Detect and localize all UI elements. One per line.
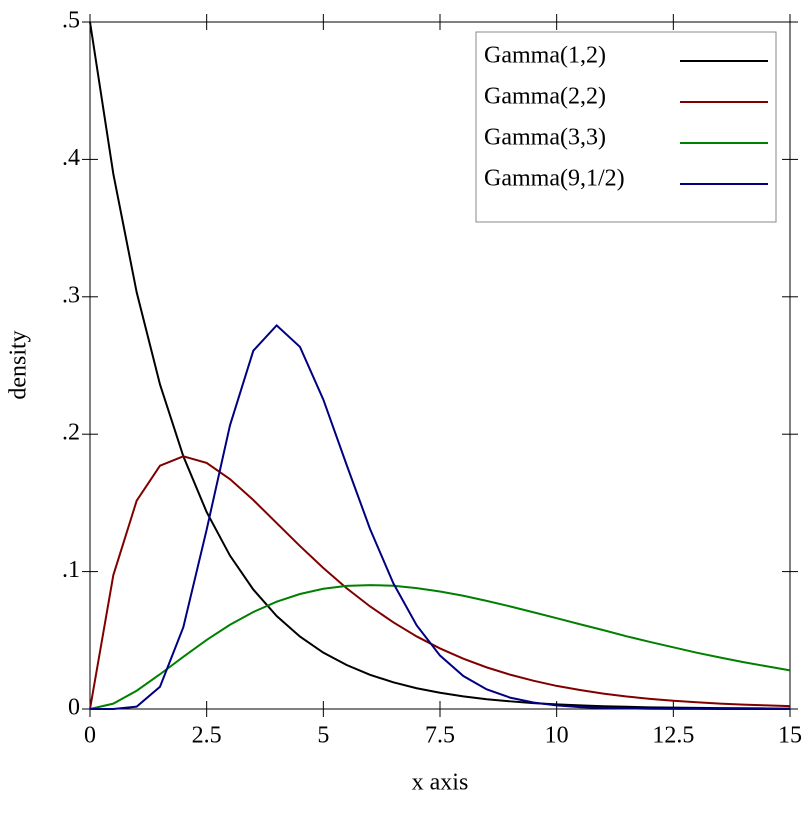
legend-label: Gamma(2,2) bbox=[484, 84, 606, 110]
line-series bbox=[89, 21, 791, 710]
x-axis-label: x axis bbox=[412, 770, 469, 796]
y-tick-label: .4 bbox=[62, 145, 80, 171]
y-tick-label: .1 bbox=[62, 557, 80, 583]
x-tick-label: 15 bbox=[778, 723, 802, 749]
legend-label: Gamma(3,3) bbox=[484, 125, 606, 151]
x-tick-label: 0 bbox=[84, 723, 96, 749]
y-axis-label: density bbox=[6, 330, 32, 399]
x-tick-label: 7.5 bbox=[425, 723, 455, 749]
legend-label: Gamma(9,1/2) bbox=[484, 166, 625, 192]
y-tick-label: .3 bbox=[62, 282, 80, 308]
legend-box bbox=[475, 31, 777, 223]
line-series bbox=[89, 584, 791, 710]
x-tick-label: 5 bbox=[317, 723, 329, 749]
y-tick-label: .2 bbox=[62, 420, 80, 446]
x-tick-label: 2.5 bbox=[192, 723, 222, 749]
line-series bbox=[89, 455, 791, 710]
y-tick-label: .5 bbox=[62, 8, 80, 34]
legend-label: Gamma(1,2) bbox=[484, 43, 606, 69]
x-tick-label: 10 bbox=[545, 723, 569, 749]
y-tick-label: 0 bbox=[68, 695, 80, 721]
line-series bbox=[90, 323, 790, 710]
x-tick-label: 12.5 bbox=[652, 723, 694, 749]
